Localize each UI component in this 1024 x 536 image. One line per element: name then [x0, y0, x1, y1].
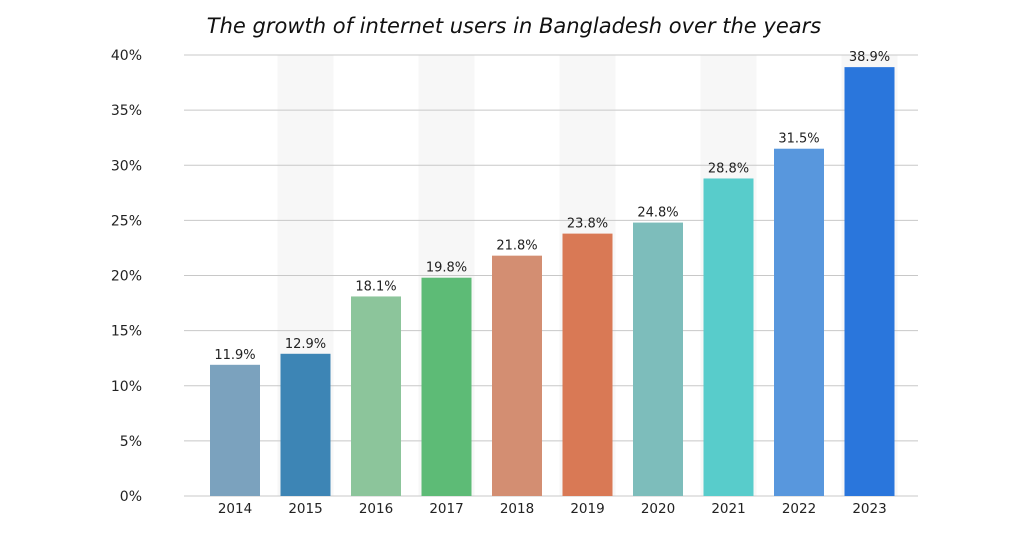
- x-tick-label: 2018: [500, 501, 534, 517]
- x-tick-label: 2015: [288, 501, 322, 517]
- y-tick-label: 10%: [111, 379, 142, 395]
- y-tick-label: 30%: [111, 158, 142, 174]
- data-label: 19.8%: [426, 261, 467, 276]
- x-tick-label: 2019: [570, 501, 604, 517]
- x-tick-label: 2020: [641, 501, 675, 517]
- bar-2015: [280, 353, 331, 496]
- data-label: 31.5%: [778, 132, 819, 147]
- chart-title: The growth of internet users in Banglade…: [206, 14, 822, 38]
- y-tick-label: 15%: [111, 324, 142, 340]
- x-tick-label: 2014: [218, 501, 252, 517]
- bar-2018: [492, 255, 542, 496]
- y-tick-label: 20%: [111, 269, 142, 285]
- bar-2014: [210, 364, 260, 496]
- bar-2021: [703, 178, 754, 497]
- data-label: 23.8%: [567, 217, 608, 232]
- bar-2017: [421, 277, 472, 496]
- data-label: 21.8%: [496, 239, 537, 254]
- y-tick-label: 25%: [111, 213, 142, 229]
- x-tick-label: 2017: [429, 501, 463, 517]
- y-tick-label: 5%: [120, 434, 142, 450]
- data-label: 38.9%: [849, 50, 890, 65]
- x-tick-label: 2016: [359, 501, 393, 517]
- x-tick-label: 2022: [782, 501, 816, 517]
- bar-2022: [774, 148, 824, 496]
- data-label: 18.1%: [355, 279, 396, 294]
- bar-2016: [351, 296, 401, 496]
- data-label: 28.8%: [708, 161, 749, 176]
- data-label: 12.9%: [285, 337, 326, 352]
- data-label: 11.9%: [214, 348, 255, 363]
- y-tick-label: 35%: [111, 103, 142, 119]
- y-tick-label: 0%: [120, 489, 142, 505]
- bar-2019: [562, 233, 613, 497]
- x-tick-label: 2021: [711, 501, 745, 517]
- bar-2023: [844, 67, 895, 496]
- data-label: 24.8%: [637, 206, 678, 221]
- x-tick-label: 2023: [852, 501, 886, 517]
- bar-2020: [633, 222, 683, 496]
- y-tick-label: 40%: [111, 48, 142, 64]
